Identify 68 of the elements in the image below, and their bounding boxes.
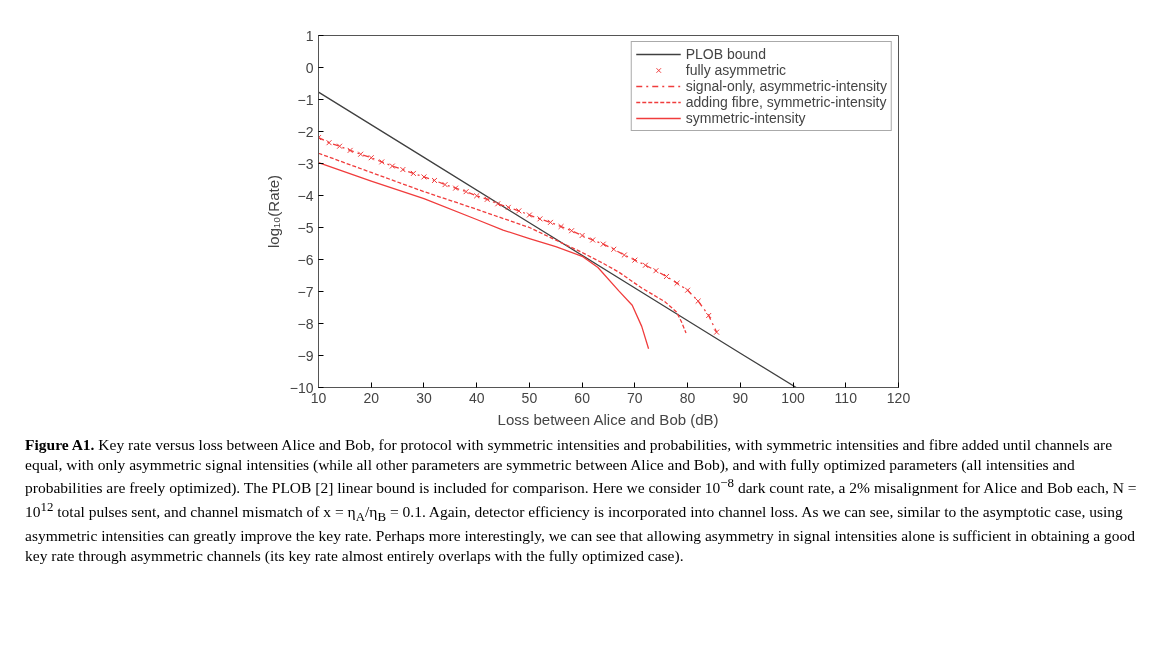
- point: [642, 262, 649, 269]
- point: [547, 219, 554, 226]
- y-tick-label: −4: [297, 187, 314, 204]
- legend-label: adding fibre, symmetric-intensity: [685, 94, 887, 110]
- point: [442, 181, 449, 188]
- point: [674, 280, 681, 287]
- x-tick-label: 40: [468, 389, 485, 406]
- y-tick-label: −2: [297, 123, 314, 140]
- point: [484, 196, 491, 203]
- point: [368, 154, 375, 161]
- point: [631, 257, 638, 264]
- legend-label: fully asymmetric: [685, 62, 787, 78]
- legend-label: PLOB bound: [685, 46, 766, 62]
- x-tick-label: 110: [834, 389, 858, 406]
- x-tick-label: 80: [679, 389, 696, 406]
- point: [579, 232, 586, 239]
- line-series: [318, 161, 650, 350]
- point: [652, 267, 659, 274]
- point: [568, 227, 575, 234]
- point: [621, 252, 628, 258]
- y-tick-label: −3: [297, 155, 314, 172]
- y-tick-label: 0: [305, 59, 314, 76]
- x-axis-title: Loss between Alice and Bob (dB): [497, 410, 719, 428]
- text: Figure A1. Key rate versus loss between Alice and Bob, for protocol with symmetric intensities and probabilities, with symmetric intensities and fibre added until channels are equal, with only asymmetric signal intensities (while all other parameters are symmetric between Alice and Bob), and with fully optimized parameters (all intensities and probabilities are freely optimized). The PLOB [2] linear bound is included for comparison. Here we consider 10$^{−8}$ dark count rate, a 2% misalignment for Alice and Bob each, N = 10$^{12}$ total pulses sent, and channel mismatch of x = η$_{A}$/η$_{B}$ = 0.1. Again, detector efficiency is incorporated into channel loss. As we can see, similar to the asymptotic case, using asymmetric intensities can greatly improve the key rate. Perhaps more interestingly, we can see that allowing asymmetry in signal intensities alone is sufficient in obtaining a good key rate through asymmetric channels (its key rate almost entirely overlaps with the fully optimized case).: [25, 436, 1137, 564]
- point: [684, 287, 691, 294]
- point: [336, 143, 343, 150]
- legend-label: symmetric-intensity: [685, 110, 806, 126]
- x-tick-label: 60: [574, 389, 591, 406]
- x-tick-label: 90: [732, 389, 749, 406]
- point: [452, 185, 459, 192]
- x-tick-label: 100: [781, 389, 805, 406]
- x-tick-label: 120: [886, 389, 911, 406]
- legend-label: signal-only, asymmetric-intensity: [685, 78, 887, 94]
- point: [505, 204, 512, 211]
- y-tick-label: −8: [297, 315, 314, 332]
- x-tick-label: 50: [521, 389, 538, 406]
- point: [713, 329, 720, 336]
- y-tick-label: 1: [305, 27, 314, 44]
- point: [589, 237, 596, 243]
- x-tick-label: 20: [363, 389, 380, 406]
- point: [558, 223, 565, 230]
- point: [410, 170, 417, 177]
- line-series: [318, 152, 687, 334]
- point: [695, 298, 702, 305]
- point: [705, 312, 712, 319]
- y-tick-label: −9: [297, 347, 314, 364]
- point: [357, 151, 364, 158]
- point: [526, 212, 533, 218]
- y-tick-label: −5: [297, 219, 314, 236]
- point: [399, 166, 406, 173]
- point: [473, 192, 480, 199]
- y-tick-label: −7: [297, 283, 314, 300]
- y-tick-label: −6: [297, 251, 314, 268]
- x-tick-label: 70: [627, 389, 643, 406]
- point: [536, 215, 543, 222]
- point: [515, 207, 522, 214]
- point: [600, 241, 607, 248]
- point: [326, 139, 333, 146]
- y-axis-title: log₁₀(Rate): [264, 175, 282, 248]
- x-tick-label: 30: [416, 389, 432, 406]
- point: [610, 246, 617, 253]
- point: [389, 163, 396, 170]
- y-tick-label: −1: [297, 91, 314, 108]
- point: [378, 158, 385, 165]
- point: [420, 173, 427, 180]
- point: [494, 200, 501, 207]
- point: [347, 147, 354, 154]
- point: [463, 188, 470, 195]
